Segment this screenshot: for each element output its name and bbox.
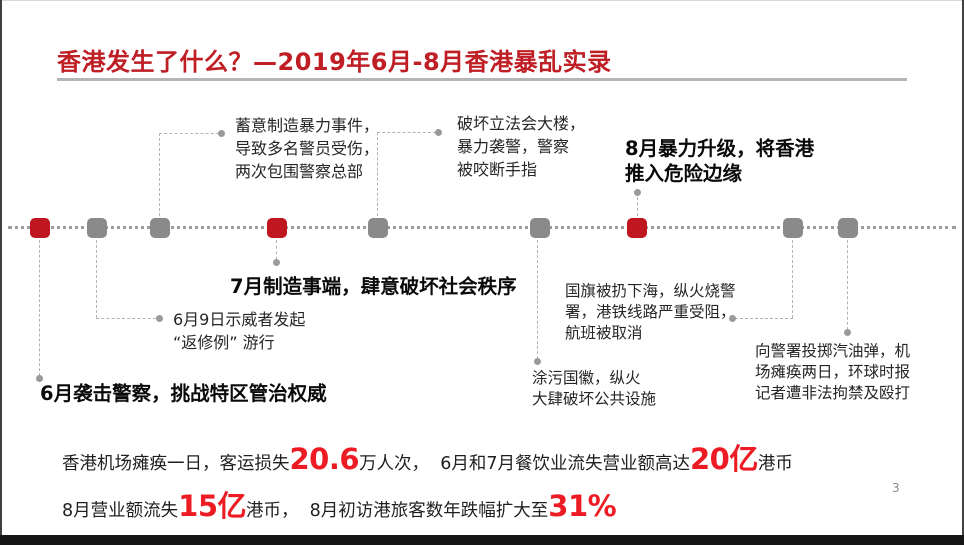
connector-line (276, 240, 277, 260)
slide-border-top (0, 0, 964, 1)
slide-border-right (962, 0, 964, 545)
timeline-marker-gray (368, 218, 388, 238)
connector-line (377, 132, 436, 133)
connector-dot (435, 129, 442, 136)
page-number: 3 (892, 481, 900, 495)
statistics-line-2: 8月营业额流失 15亿 港币， 8月初访港旅客数年跌幅扩大至 31% (62, 483, 932, 525)
annotation-june9-march: 6月9日示威者发起 “返修例” 游行 (173, 310, 306, 352)
stat-highlight-number: 31% (548, 489, 617, 523)
connector-line (735, 318, 793, 319)
connector-line (377, 132, 378, 216)
stat-text: 香港机场瘫痪一日，客运损失 (62, 454, 290, 474)
timeline-marker-red (267, 218, 287, 238)
timeline-marker-red (627, 218, 647, 238)
annotation-petrol-bombs: 向警署投掷汽油弹，机 场瘫痪两日，环球时报 记者遭非法拘禁及殴打 (755, 342, 911, 402)
slide-title: 香港发生了什么？—2019年6月-8月香港暴乱实录 (57, 48, 612, 76)
timeline-marker-gray (150, 218, 170, 238)
timeline-marker-red (30, 218, 50, 238)
title-underline (57, 78, 907, 81)
annotation-emblem-vandalism: 涂污国徽，纵火 大肆破坏公共设施 (532, 369, 657, 408)
connector-dot (729, 315, 736, 322)
connector-line (159, 133, 219, 134)
connector-line (159, 133, 160, 216)
statistics-block: 香港机场瘫痪一日，客运损失 20.6 万人次， 6月和7月餐饮业流失营业额高达 20亿… (62, 436, 932, 525)
connector-line (39, 240, 40, 376)
annotation-june-violence: 蓄意制造暴力事件， 导致多名警员受伤， 两次包围警察总部 (235, 116, 380, 181)
stat-highlight-number: 15亿 (178, 489, 246, 523)
slide-border-bottom (0, 535, 964, 545)
timeline-marker-gray (838, 218, 858, 238)
timeline-marker-gray (87, 218, 107, 238)
slide-border-left (0, 0, 2, 545)
stat-text: 港币 (757, 454, 793, 474)
connector-dot (634, 189, 641, 196)
connector-line (96, 240, 97, 318)
stat-text: 8月营业额流失 (62, 501, 179, 521)
annotation-june-headline: 6月袭击警察，挑战特区管治权威 (40, 382, 327, 405)
connector-dot (844, 329, 851, 336)
connector-line (792, 240, 793, 318)
annotation-flag-incident: 国旗被扔下海，纵火烧警 署，港铁线路严重受阻， 航班被取消 (565, 282, 736, 342)
annotation-legco-attack: 破坏立法会大楼， 暴力袭警，警察 被咬断手指 (457, 114, 586, 179)
connector-line (847, 240, 848, 330)
stat-text: 万人次， 6月和7月餐饮业流失营业额高达 (359, 454, 690, 474)
timeline-marker-gray (530, 218, 550, 238)
connector-dot (156, 315, 163, 322)
annotation-july-headline: 7月制造事端，肆意破坏社会秩序 (230, 275, 517, 298)
connector-dot (218, 130, 225, 137)
connector-line (637, 197, 638, 216)
connector-dot (534, 358, 541, 365)
stat-highlight-number: 20.6 (289, 442, 360, 476)
stat-text: 港币， 8月初访港旅客数年跌幅扩大至 (246, 501, 549, 521)
connector-line (96, 318, 156, 319)
timeline-axis (8, 226, 956, 229)
timeline-marker-gray (783, 218, 803, 238)
connector-dot (273, 259, 280, 266)
connector-line (537, 240, 538, 359)
connector-dot (36, 375, 43, 382)
statistics-line-1: 香港机场瘫痪一日，客运损失 20.6 万人次， 6月和7月餐饮业流失营业额高达 20亿… (62, 436, 932, 478)
stat-highlight-number: 20亿 (689, 442, 758, 476)
annotation-august-escalation: 8月暴力升级，将香港 推入危险边缘 (625, 137, 815, 185)
